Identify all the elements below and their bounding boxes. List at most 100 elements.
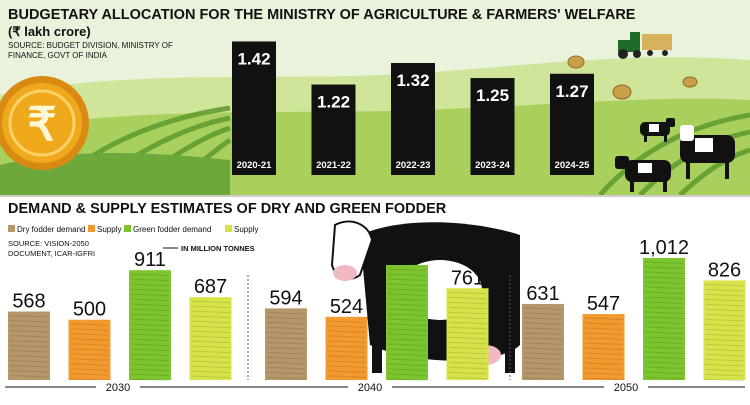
unit-note: IN MILLION TONNES — [163, 244, 255, 253]
fodder-bar-group: 954 — [386, 244, 428, 381]
bar-texture — [9, 315, 49, 378]
hay-bale-icons — [567, 55, 698, 100]
bar-texture — [130, 273, 170, 382]
budget-category-label: 2020-21 — [237, 160, 273, 171]
fodder-value-label: 500 — [73, 299, 106, 321]
fodder-bar-group: 687 — [189, 276, 232, 380]
year-label: 2030 — [106, 382, 130, 394]
legend-item: Dry fodder demand — [8, 225, 85, 234]
fodder-bar — [643, 258, 685, 380]
bar-texture — [584, 317, 623, 381]
bar-texture — [448, 291, 487, 380]
fodder-value-label: 826 — [708, 259, 741, 281]
fodder-baseline: 2030 2040 2050 — [5, 380, 745, 394]
fodder-bar-group: 911 — [129, 249, 171, 382]
fodder-bar-group: 761 — [446, 267, 489, 380]
legend-label: Supply — [234, 225, 258, 234]
budget-bar — [470, 78, 515, 175]
year-label-bg — [604, 380, 648, 394]
year-label-bg — [96, 380, 140, 394]
unit-note-label: IN MILLION TONNES — [181, 244, 255, 253]
budget-category-label: 2021-22 — [316, 160, 351, 171]
budget-source-note: SOURCE: BUDGET DIVISION, MINISTRY OF FIN… — [8, 41, 173, 60]
tractor-icon — [618, 32, 672, 59]
fodder-value-label: 524 — [330, 296, 363, 318]
bar-texture — [523, 307, 563, 380]
fodder-value-label: 911 — [134, 249, 166, 271]
fodder-bar — [522, 303, 564, 380]
year-label: 2040 — [358, 382, 382, 394]
budget-bar-group: 1.27 2024-25 — [550, 73, 594, 175]
fodder-bar — [129, 270, 171, 380]
bar-texture — [266, 311, 306, 380]
fodder-value-label: 594 — [269, 287, 302, 309]
budget-bars: 1.42 2020-21 1.22 2021-22 1.32 2022-23 1.25 202… — [232, 41, 594, 175]
bar-texture — [644, 261, 684, 379]
budget-value-label: 1.42 — [237, 49, 270, 68]
fodder-value-label: 631 — [526, 283, 559, 305]
budget-bar-group: 1.42 2020-21 — [232, 41, 276, 175]
fodder-chart-title: DEMAND & SUPPLY ESTIMATES OF DRY AND GRE… — [8, 201, 447, 217]
rupee-coin-icon: ₹ — [0, 76, 89, 170]
fodder-value-label: 761 — [451, 267, 484, 289]
fodder-value-label: 568 — [12, 291, 45, 313]
bar-texture — [705, 283, 744, 382]
budget-category-label: 2022-23 — [396, 160, 431, 171]
fodder-source-note: SOURCE: VISION-2050 DOCUMENT, ICAR-IGFRI — [8, 239, 96, 258]
fodder-bar-group: 594 — [265, 287, 307, 380]
fodder-bar — [386, 264, 428, 380]
bar-texture — [327, 320, 366, 378]
budget-bar — [391, 63, 435, 175]
budget-value-label: 1.27 — [555, 82, 588, 101]
budget-source-wrap: SOURCE: BUDGET DIVISION, MINISTRY OF FIN… — [8, 41, 173, 60]
cow-icon — [640, 118, 675, 142]
fodder-bar-group: 826 — [703, 259, 746, 382]
fodder-bar — [582, 314, 625, 380]
fodder-bar — [265, 308, 307, 380]
budget-bar-group: 1.32 2022-23 — [391, 63, 435, 175]
budget-chart-title: BUDGETARY ALLOCATION FOR THE MINISTRY OF… — [8, 7, 636, 23]
fodder-panel: DEMAND & SUPPLY ESTIMATES OF DRY AND GRE… — [0, 195, 750, 405]
fodder-bar-group: 631 — [522, 283, 564, 380]
legend-swatch — [225, 225, 232, 232]
budget-category-label: 2023-24 — [475, 160, 511, 171]
legend-item: Supply — [88, 225, 121, 234]
budget-bar — [550, 73, 594, 175]
fodder-bar — [446, 288, 489, 380]
budget-chart-unit: (₹ lakh crore) — [8, 24, 91, 39]
fodder-legend: Dry fodder demand Supply Green fodder dema… — [8, 225, 258, 234]
budget-bar — [311, 84, 356, 175]
bar-texture — [191, 300, 230, 379]
fodder-value-label: 1,012 — [639, 237, 689, 259]
budget-bar-group: 1.22 2021-22 — [311, 84, 356, 175]
fodder-value-label: 954 — [390, 244, 423, 266]
fodder-bar-group: 500 — [68, 299, 111, 381]
legend-swatch — [8, 225, 15, 232]
legend-label: Green fodder demand — [133, 225, 211, 234]
fodder-bars: 568 500 911 687 594 524 954 761 631 547 1,012 826 — [8, 237, 746, 382]
budget-panel: ₹ BUDGETARY ALLOCATION FOR THE MINISTRY … — [0, 0, 750, 195]
legend-swatch — [88, 225, 95, 232]
budget-value-label: 1.32 — [396, 71, 429, 90]
cow-icon — [615, 156, 671, 192]
svg-text:₹: ₹ — [27, 98, 56, 150]
budget-bar-group: 1.25 2023-24 — [470, 78, 515, 175]
budget-bar — [232, 41, 276, 175]
fodder-bar-group: 547 — [582, 293, 625, 381]
fodder-bar — [8, 311, 50, 380]
cow-icon — [680, 125, 735, 179]
fodder-bar — [68, 319, 111, 380]
bar-texture — [387, 268, 427, 381]
fodder-value-label: 547 — [587, 293, 620, 315]
fodder-value-label: 687 — [194, 276, 227, 298]
fodder-bar — [189, 297, 232, 380]
legend-label: Dry fodder demand — [17, 225, 85, 234]
fodder-bar — [325, 316, 368, 380]
fodder-bar — [703, 280, 746, 380]
budget-value-label: 1.25 — [476, 86, 509, 105]
budget-value-label: 1.22 — [317, 93, 350, 112]
budget-category-label: 2024-25 — [555, 160, 591, 171]
fodder-bar-group: 524 — [325, 296, 368, 380]
fodder-bar-group: 1,012 — [639, 237, 689, 380]
